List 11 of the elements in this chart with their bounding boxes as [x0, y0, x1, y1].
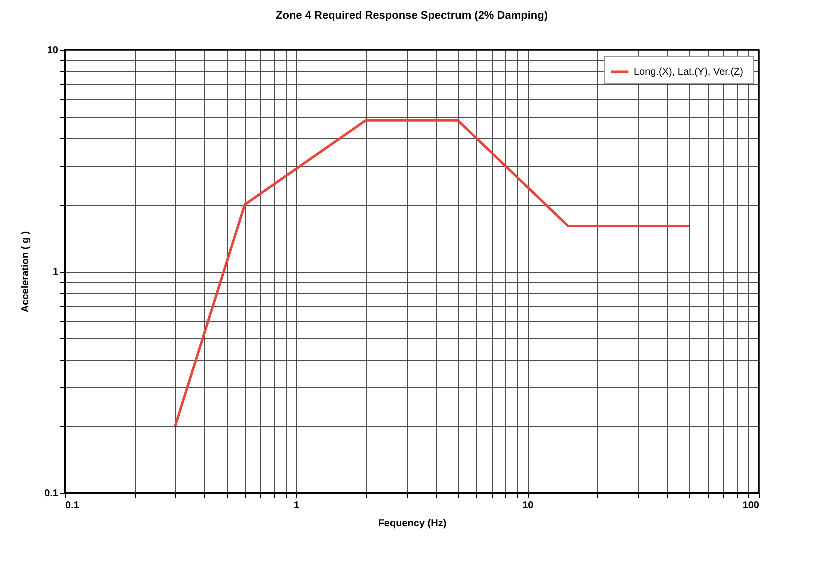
x-tick-label: 10	[522, 500, 534, 512]
y-tick-label: 10	[47, 46, 59, 56]
y-axis-title: Acceleration ( g )	[20, 231, 32, 313]
x-tick-label: 0.1	[66, 500, 80, 512]
y-tick-label: 0.1	[44, 488, 59, 500]
x-axis-title: Fequency (Hz)	[378, 518, 447, 530]
y-tick-label: 1	[52, 267, 59, 278]
legend-label: Long.(X), Lat.(Y), Ver.(Z)	[634, 67, 744, 78]
chart-title: Zone 4 Required Response Spectrum (2% Damping)	[276, 10, 548, 22]
x-tick-label: 1	[294, 500, 300, 512]
x-tick-label: 100	[742, 500, 760, 512]
